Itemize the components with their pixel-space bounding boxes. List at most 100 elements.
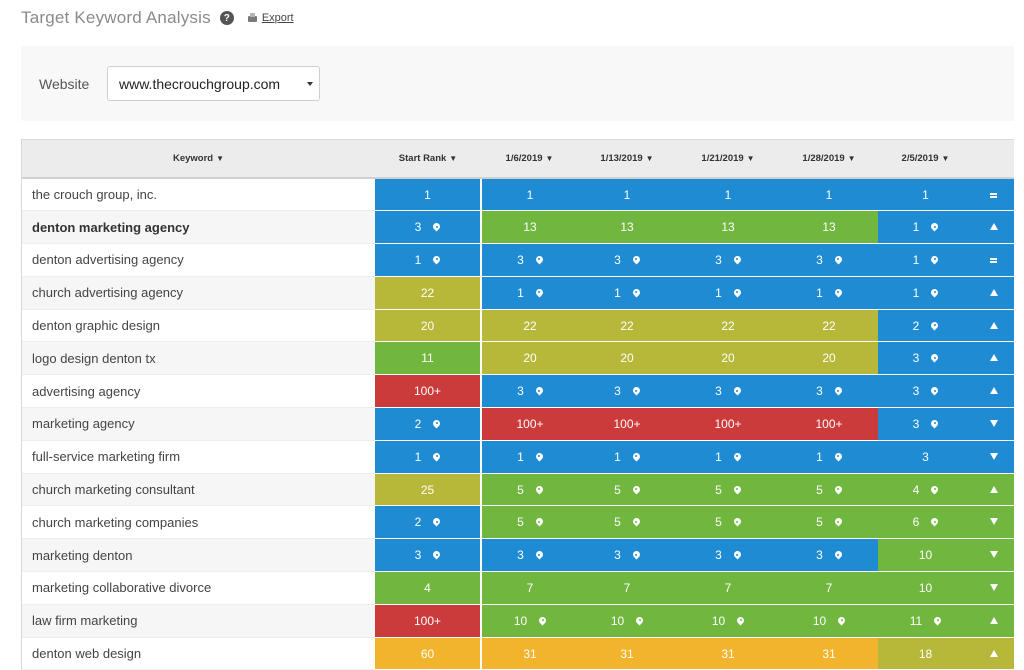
table-row[interactable]: denton web design 60 31 31 31 31 18 — [22, 637, 1014, 670]
rank-value: 1 — [816, 285, 823, 300]
export-link[interactable]: Export — [247, 12, 294, 24]
trend-up-icon — [989, 354, 998, 362]
rank-cell: 1 — [578, 276, 676, 310]
website-select[interactable]: www.thecrouchgroup.com — [107, 66, 320, 101]
rank-value: 5 — [816, 482, 823, 497]
rank-value: 5 — [715, 482, 722, 497]
table-row[interactable]: the crouch group, inc. 1 1 1 1 1 1 — [22, 178, 1014, 212]
column-header-1-6-2019[interactable]: 1/6/2019 ▼ — [481, 140, 578, 179]
column-header-1-13-2019[interactable]: 1/13/2019 ▼ — [578, 140, 676, 179]
rank-value: 3 — [715, 384, 722, 399]
rank-cell: 10 — [481, 604, 578, 638]
map-pin-icon — [536, 486, 543, 495]
table-row[interactable]: church marketing consultant 25 5 5 5 5 4 — [22, 473, 1014, 507]
rank-cell: 5 — [578, 505, 676, 540]
trend-cell — [973, 210, 1014, 245]
rank-cell: 3 — [780, 538, 878, 573]
start-rank-cell: 25 — [375, 473, 482, 507]
rank-value: 4 — [912, 482, 920, 497]
column-header-keyword[interactable]: Keyword ▼ — [22, 140, 375, 179]
rank-cell: 3 — [878, 440, 973, 474]
rank-cell: 3 — [481, 374, 578, 409]
map-pin-icon — [633, 256, 640, 265]
trend-cell — [973, 637, 1014, 670]
rank-cell: 100+ — [481, 407, 578, 441]
table-row[interactable]: law firm marketing 100+ 10 10 10 10 11 — [22, 604, 1014, 638]
rank-cell: 1 — [578, 178, 676, 212]
rank-value: 1 — [414, 449, 422, 464]
rank-value: 3 — [517, 384, 524, 399]
rank-cell: 7 — [481, 571, 578, 605]
rank-value: 60 — [420, 646, 435, 661]
start-rank-cell: 3 — [375, 538, 482, 573]
table-row[interactable]: marketing agency 2 100+ 100+ 100+ 100+ 3 — [22, 407, 1014, 441]
trend-cell — [973, 276, 1014, 310]
rank-cell: 22 — [578, 309, 676, 343]
map-pin-icon — [433, 518, 440, 527]
rank-cell: 3 — [780, 243, 878, 277]
rank-cell: 3 — [676, 374, 780, 409]
rank-value: 6 — [912, 515, 920, 530]
table-row[interactable]: church advertising agency 22 1 1 1 1 1 — [22, 276, 1014, 310]
rank-cell: 20 — [481, 341, 578, 376]
rank-cell: 22 — [780, 309, 878, 343]
trend-up-icon — [989, 321, 998, 329]
keyword-cell: denton advertising agency — [22, 243, 375, 277]
rank-value: 22 — [620, 318, 634, 333]
rank-value: 3 — [816, 548, 823, 563]
column-header-1-21-2019[interactable]: 1/21/2019 ▼ — [676, 140, 780, 179]
rank-cell: 4 — [878, 473, 973, 507]
rank-value: 11 — [909, 613, 923, 628]
table-row[interactable]: denton marketing agency 3 13 13 13 13 1 — [22, 210, 1014, 245]
rank-value: 1 — [816, 449, 823, 464]
table-row[interactable]: church marketing companies 2 5 5 5 5 6 — [22, 505, 1014, 540]
rank-cell: 7 — [578, 571, 676, 605]
rank-value: 100+ — [413, 384, 442, 399]
map-pin-icon — [633, 551, 640, 560]
rank-value: 10 — [918, 580, 933, 595]
rank-value: 4 — [424, 580, 431, 595]
help-icon[interactable]: ? — [219, 11, 234, 25]
rank-cell: 3 — [878, 407, 973, 441]
table-row[interactable]: full-service marketing firm 1 1 1 1 1 3 — [22, 440, 1014, 474]
column-header-start-rank[interactable]: Start Rank ▼ — [375, 140, 481, 179]
trend-cell — [973, 440, 1014, 474]
rank-value: 10 — [812, 613, 827, 628]
sort-caret-icon: ▼ — [645, 154, 654, 163]
table-row[interactable]: logo design denton tx 11 20 20 20 20 3 — [22, 341, 1014, 376]
rank-value: 3 — [517, 548, 524, 563]
table-row[interactable]: marketing denton 3 3 3 3 3 10 — [22, 538, 1014, 573]
column-header-2-5-2019[interactable]: 2/5/2019 ▼ — [878, 140, 973, 179]
map-pin-icon — [835, 486, 842, 495]
trend-cell — [973, 374, 1014, 409]
map-pin-icon — [734, 486, 741, 495]
map-pin-icon — [539, 617, 546, 626]
table-row[interactable]: marketing collaborative divorce 4 7 7 7 7 10 — [22, 571, 1014, 605]
rank-value: 20 — [420, 318, 435, 333]
rank-value: 3 — [517, 252, 524, 267]
map-pin-icon — [734, 256, 741, 265]
map-pin-icon — [931, 486, 938, 495]
rank-cell: 5 — [481, 473, 578, 507]
keyword-cell: church advertising agency — [22, 276, 375, 310]
rank-value: 5 — [614, 482, 621, 497]
map-pin-icon — [633, 486, 640, 495]
map-pin-icon — [835, 551, 842, 560]
rank-value: 1 — [614, 285, 621, 300]
rank-value: 3 — [912, 416, 920, 431]
column-header-label: 1/6/2019 — [505, 153, 543, 164]
rank-cell: 1 — [481, 276, 578, 310]
rank-value: 1 — [623, 187, 631, 202]
table-row[interactable]: advertising agency 100+ 3 3 3 3 3 — [22, 374, 1014, 409]
table-row[interactable]: denton graphic design 20 22 22 22 22 2 — [22, 309, 1014, 343]
rank-cell: 2 — [878, 309, 973, 343]
rank-cell: 5 — [578, 473, 676, 507]
map-pin-icon — [536, 453, 543, 462]
rank-value: 20 — [721, 351, 735, 366]
column-header-1-28-2019[interactable]: 1/28/2019 ▼ — [780, 140, 878, 179]
table-row[interactable]: denton advertising agency 1 3 3 3 3 1 — [22, 243, 1014, 277]
map-pin-icon — [433, 453, 440, 462]
rank-cell: 1 — [481, 178, 578, 212]
rank-value: 3 — [912, 384, 920, 399]
map-pin-icon — [835, 453, 842, 462]
